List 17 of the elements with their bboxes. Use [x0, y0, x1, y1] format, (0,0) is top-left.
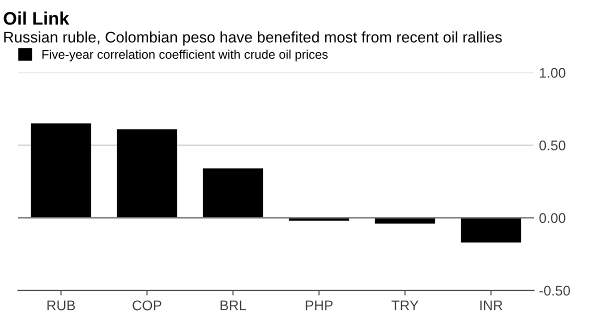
y-tick-label: -0.50 — [539, 286, 570, 296]
x-tick-label: BRL — [220, 300, 246, 310]
y-tick-label: 0.50 — [539, 140, 566, 150]
x-tick-label: COP — [132, 300, 162, 310]
x-tick-label: TRY — [392, 300, 418, 310]
chart-subtitle: Russian ruble, Colombian peso have benefited most from recent oil rallies — [4, 31, 502, 46]
y-tick-label: 0.00 — [539, 213, 566, 223]
legend-label: Five-year correlation coefficient with crude oil prices — [42, 50, 328, 62]
chart-title: Oil Link — [4, 12, 70, 25]
y-tick-label: 1.00 — [540, 68, 566, 78]
bar — [202, 168, 264, 218]
bar — [30, 123, 92, 218]
x-tick-label: PHP — [306, 300, 333, 310]
bar — [460, 218, 522, 242]
x-tick-label: RUB — [47, 300, 75, 310]
x-tick-label: INR — [480, 300, 502, 310]
bar — [116, 129, 178, 218]
